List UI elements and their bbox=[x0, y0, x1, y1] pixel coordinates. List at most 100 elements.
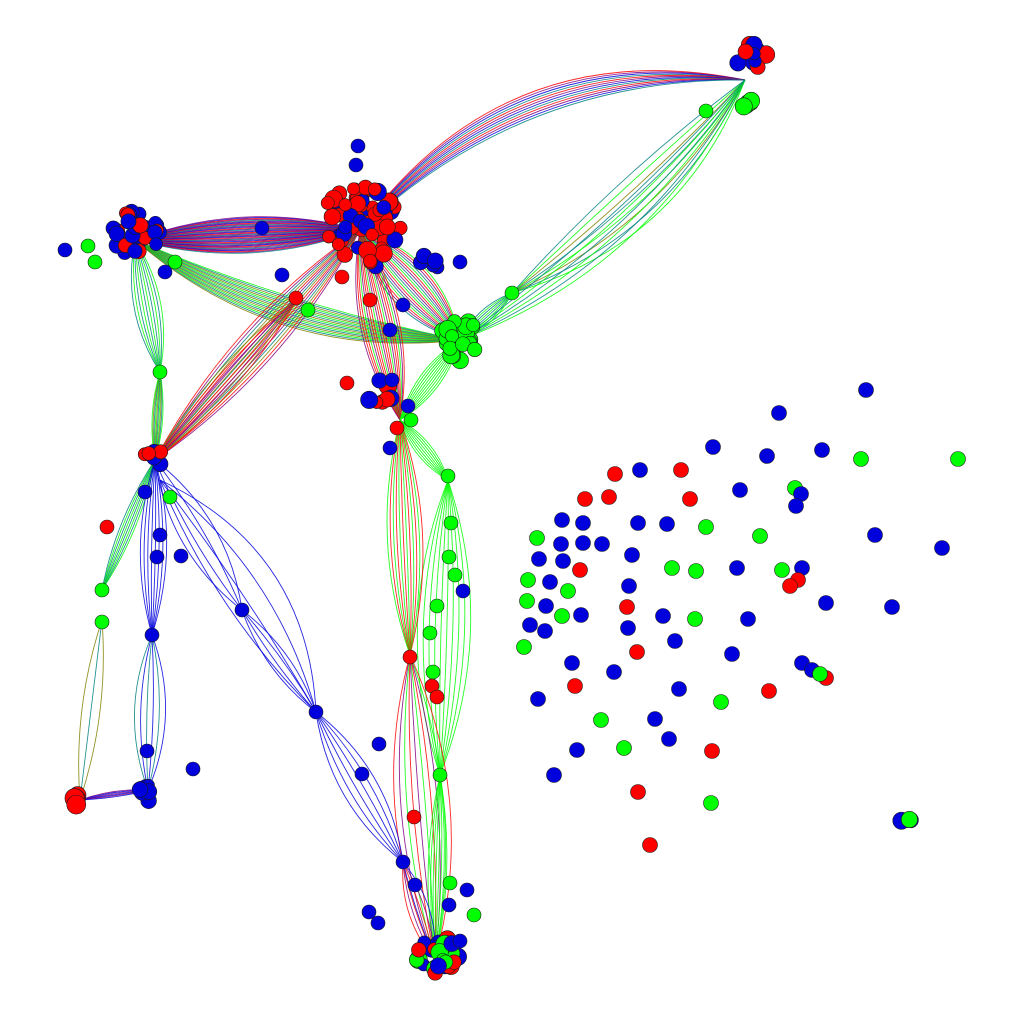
center-cluster-node bbox=[386, 231, 404, 249]
edge-center-midL bbox=[154, 229, 361, 461]
chain-node bbox=[466, 907, 482, 923]
isolated-node bbox=[519, 593, 535, 609]
edge-midL-blue bbox=[147, 459, 156, 636]
chain-node bbox=[425, 664, 441, 680]
edge-center-top bbox=[359, 71, 746, 231]
edge-center-midL bbox=[154, 229, 361, 461]
edge-blue-botL2 bbox=[147, 634, 167, 791]
edge-center-top bbox=[359, 72, 746, 231]
green-hub-node bbox=[466, 318, 481, 333]
edge-midL-blue bbox=[139, 459, 156, 636]
chain-node bbox=[384, 372, 400, 388]
isolated-node bbox=[630, 515, 646, 531]
isolated-node bbox=[621, 578, 637, 594]
chain-node bbox=[99, 519, 115, 535]
edge-blue-bottom bbox=[315, 711, 404, 863]
chain-node bbox=[350, 138, 366, 154]
center-cluster-node bbox=[322, 229, 336, 244]
chain-node bbox=[402, 649, 418, 665]
chain-node bbox=[334, 269, 350, 285]
isolated-node bbox=[575, 535, 591, 551]
edge-center-top bbox=[359, 77, 746, 231]
chain-node bbox=[371, 736, 387, 752]
chain-node bbox=[162, 489, 178, 505]
edge-left-nodeA bbox=[134, 239, 161, 373]
edge-chain-bottom bbox=[409, 654, 437, 961]
chain-node bbox=[440, 468, 456, 484]
isolated-node bbox=[647, 711, 663, 727]
chain-node bbox=[234, 602, 250, 618]
center-cluster-node bbox=[320, 196, 335, 210]
edge-blue-bottom bbox=[315, 711, 404, 863]
chain-node bbox=[443, 515, 459, 531]
isolated-node bbox=[659, 516, 675, 532]
edge-red-chain bbox=[399, 419, 411, 656]
edge-chain-bottom bbox=[409, 654, 452, 961]
edge-nodeB-midL bbox=[154, 297, 299, 461]
edge-chain-bottom bbox=[408, 654, 436, 961]
edge-midL-blue2 bbox=[154, 459, 243, 611]
isolated-node bbox=[867, 527, 883, 543]
edge-top-green bbox=[511, 79, 746, 294]
edge-blue-chain bbox=[241, 609, 317, 713]
isolated-node bbox=[572, 562, 588, 578]
isolated-node bbox=[687, 611, 703, 627]
edge-blue-botL2 bbox=[133, 634, 153, 791]
edge-center-midL bbox=[154, 229, 361, 461]
edge-red-chain bbox=[399, 419, 411, 656]
isolated-node bbox=[616, 740, 632, 756]
edge-midL-blue2 bbox=[154, 459, 243, 611]
chain-node bbox=[308, 704, 324, 720]
edge-center-top bbox=[359, 75, 746, 231]
chain-node bbox=[361, 904, 377, 920]
isolated-node bbox=[740, 611, 756, 627]
edge-chain-bottom bbox=[393, 654, 436, 961]
isolated-node bbox=[782, 578, 798, 594]
isolated-node bbox=[620, 620, 636, 636]
isolated-node bbox=[752, 528, 768, 544]
edge-center-midL bbox=[154, 229, 361, 461]
isolated-node bbox=[853, 451, 869, 467]
edge-top-green bbox=[511, 79, 746, 294]
isolated-node bbox=[704, 743, 720, 759]
isolated-node bbox=[553, 536, 569, 552]
edge-center-midL bbox=[154, 229, 361, 461]
isolated-node bbox=[522, 617, 538, 633]
edge-top-green bbox=[511, 79, 746, 294]
chain-node bbox=[87, 254, 103, 270]
chain-node bbox=[254, 220, 270, 236]
edge-center-midL bbox=[154, 229, 361, 461]
edge-red-chain bbox=[398, 419, 411, 656]
chain-node bbox=[185, 761, 201, 777]
chain-node bbox=[288, 290, 304, 306]
isolated-node bbox=[705, 439, 721, 455]
isolated-node bbox=[567, 678, 583, 694]
isolated-node bbox=[530, 691, 546, 707]
isolated-node bbox=[632, 462, 648, 478]
edge-red-chain bbox=[395, 419, 411, 656]
edge-midL-blue bbox=[150, 459, 156, 636]
edge-top-greenhub bbox=[459, 79, 746, 341]
center-cluster-node bbox=[323, 208, 341, 226]
isolated-node bbox=[884, 599, 900, 615]
isolated-node bbox=[630, 784, 646, 800]
nodes-layer bbox=[57, 36, 966, 981]
edge-blue-botL2 bbox=[147, 634, 154, 791]
isolated-node bbox=[812, 666, 828, 682]
edge-chain-bottom bbox=[404, 654, 436, 961]
isolated-node bbox=[729, 560, 745, 576]
top-right-green-node bbox=[734, 97, 753, 116]
isolated-node bbox=[593, 712, 609, 728]
chain-node bbox=[354, 766, 370, 782]
edge-center-top bbox=[359, 79, 746, 231]
edge-green-chain bbox=[422, 479, 449, 776]
green-hub-node bbox=[467, 342, 483, 358]
edge-left-nodeA bbox=[134, 239, 161, 373]
isolated-node bbox=[788, 498, 804, 514]
edge-blue-bottom bbox=[315, 711, 404, 863]
isolated-node bbox=[703, 795, 719, 811]
isolated-node bbox=[858, 382, 874, 398]
edge-top-greenhub bbox=[459, 79, 746, 341]
left-cluster-node bbox=[149, 237, 163, 251]
edge-green-botL bbox=[79, 619, 104, 801]
